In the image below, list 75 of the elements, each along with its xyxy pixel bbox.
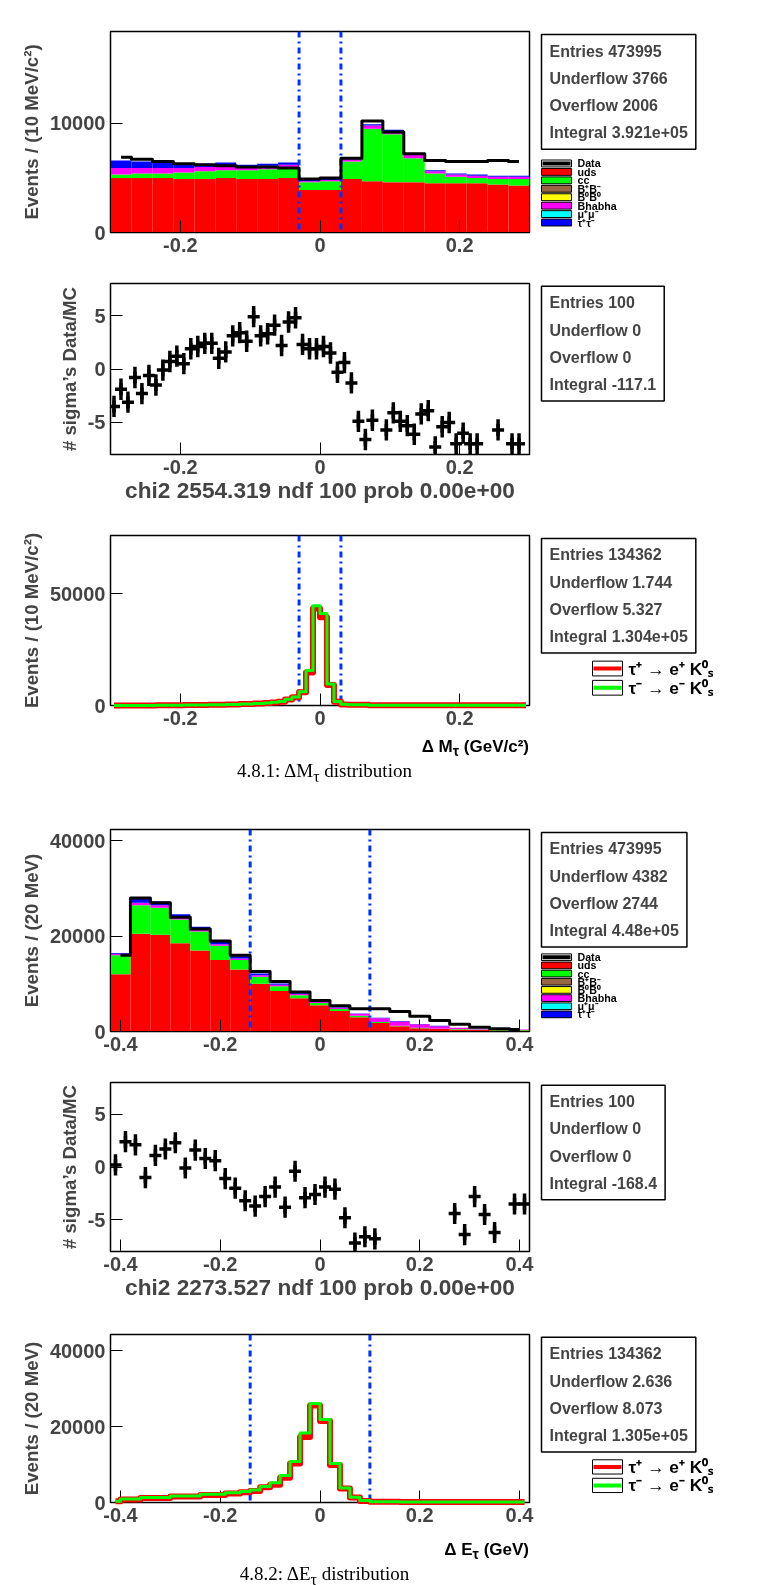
y-axis-title: Events / (10 MeV/c²) — [20, 532, 42, 709]
text: Entries 100 — [549, 1093, 635, 1111]
x-tick-label: 0.2 — [445, 706, 474, 729]
x-axis-title: chi2 2273.527 ndf 100 prob 0.00e+00 — [125, 1273, 515, 1300]
x-tick-label: 0 — [314, 233, 326, 256]
text: Entries 473995 — [549, 42, 662, 60]
text: Underflow 1.744 — [549, 573, 673, 591]
text: Underflow 3766 — [549, 69, 668, 87]
y-axis-title: Events / (10 MeV/c²) — [20, 44, 42, 220]
x-tick-label: 0.2 — [445, 455, 474, 478]
text: Entries 473995 — [549, 840, 662, 858]
x-tick-label: 0.4 — [505, 1503, 535, 1526]
x-tick-label: 0.4 — [505, 1252, 535, 1275]
text: Entries 134362 — [549, 1345, 662, 1363]
x-axis-title: chi2 2554.319 ndf 100 prob 0.00e+00 — [125, 476, 515, 503]
x-tick-label: 0 — [314, 1503, 326, 1526]
y-tick-label: 40000 — [49, 829, 106, 852]
text: Overflow 5.327 — [549, 600, 663, 618]
x-tick-label: 0 — [314, 455, 326, 478]
y-tick-label: 20000 — [49, 1415, 106, 1438]
y-axis-title: Events / (20 MeV) — [20, 1341, 42, 1496]
x-tick-label: 0.2 — [405, 1032, 434, 1055]
x-tick-label: 0.4 — [505, 1032, 535, 1055]
y-axis-title: # sigma’s Data/MC — [58, 286, 80, 452]
y-tick-label: 5 — [94, 1103, 106, 1126]
x-tick-label: -0.2 — [163, 233, 198, 256]
x-tick-label: -0.2 — [203, 1032, 238, 1055]
y-tick-label: 50000 — [49, 582, 106, 605]
text: Underflow 4382 — [549, 867, 668, 885]
x-tick-label: -0.2 — [203, 1503, 238, 1526]
x-tick-label: 0.2 — [445, 233, 474, 256]
x-axis-title: Δ E$_{τ}$ (GeV) — [444, 1539, 529, 1565]
y-axis-title: # sigma’s Data/MC — [58, 1084, 80, 1250]
text: Underflow 0 — [549, 1120, 642, 1138]
text: Integral 4.48e+05 — [549, 922, 680, 940]
text: Underflow 0 — [549, 321, 642, 339]
text: Overflow 2744 — [549, 894, 659, 912]
x-tick-label: -0.2 — [163, 455, 198, 478]
text: Overflow 0 — [549, 348, 632, 366]
x-tick-label: 0 — [314, 1252, 326, 1275]
y-tick-label: 40000 — [49, 1339, 106, 1362]
y-tick-label: -5 — [87, 411, 106, 434]
y-tick-label: 5 — [94, 304, 106, 327]
x-tick-label: -0.2 — [163, 706, 198, 729]
y-tick-label: -5 — [87, 1208, 106, 1231]
text: Overflow 0 — [549, 1147, 632, 1165]
legend-label: τ⁺ → e⁺ K⁰ₛ — [628, 1456, 715, 1477]
y-tick-label: 20000 — [49, 925, 106, 948]
x-tick-label: 0 — [314, 706, 326, 729]
y-tick-label: 0 — [94, 1156, 106, 1178]
x-tick-label: -0.4 — [103, 1252, 139, 1275]
x-axis-title: Δ M$_{τ}$ (GeV/c²) — [421, 736, 529, 762]
x-tick-label: 0 — [314, 1032, 326, 1055]
text: Integral -117.1 — [549, 375, 657, 393]
text: 4.8.2: ΔE$_{τ}$ distribution — [239, 1562, 410, 1585]
text: Entries 100 — [549, 294, 635, 312]
x-tick-label: -0.2 — [203, 1252, 238, 1275]
text: Entries 134362 — [549, 546, 662, 564]
text: Integral 1.305e+05 — [549, 1426, 688, 1444]
legend-label: τ⁻ → e⁻ K⁰ₛ — [628, 677, 715, 698]
legend-label: τ⁻ → e⁻ K⁰ₛ — [628, 1475, 715, 1496]
x-tick-label: 0.2 — [405, 1503, 434, 1526]
x-tick-label: 0.2 — [405, 1252, 434, 1275]
legend-label: τ⁺ → e⁺ K⁰ₛ — [628, 658, 715, 679]
text: Underflow 2.636 — [549, 1372, 673, 1390]
text: 4.8.1: ΔM$_{τ}$ distribution — [237, 759, 412, 787]
legend-label: Data — [577, 157, 601, 170]
text: Integral 1.304e+05 — [549, 628, 688, 646]
text: Overflow 2006 — [549, 96, 659, 114]
text: Integral 3.921e+05 — [549, 124, 688, 142]
text: Integral -168.4 — [549, 1174, 658, 1192]
y-tick-label: 0 — [94, 358, 106, 380]
y-axis-title: Events / (20 MeV) — [20, 853, 42, 1008]
text: Overflow 8.073 — [549, 1399, 663, 1417]
y-tick-label: 10000 — [49, 112, 106, 135]
